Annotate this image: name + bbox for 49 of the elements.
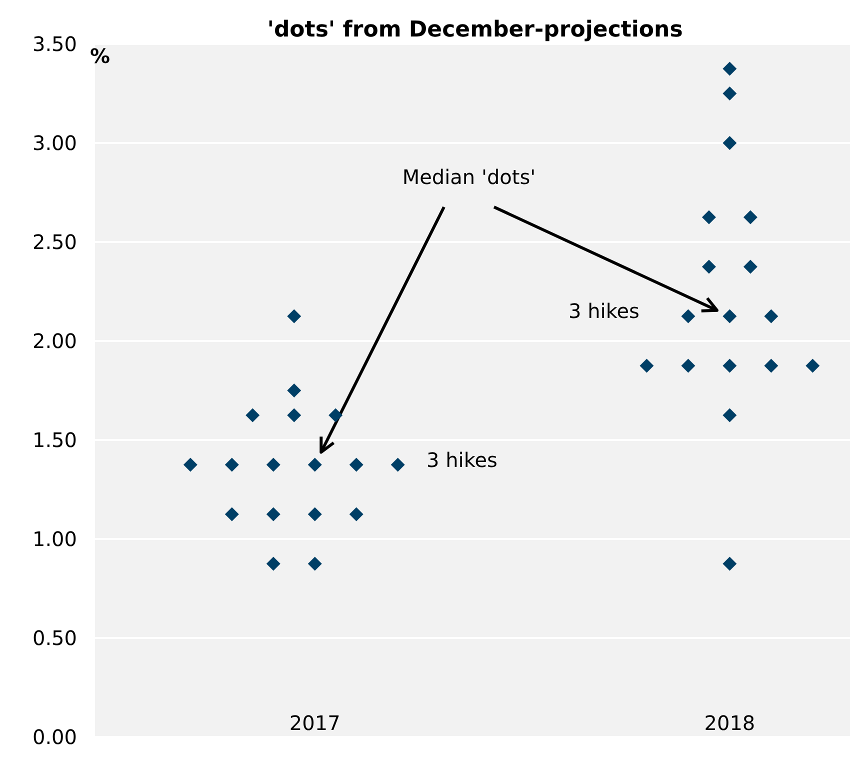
point <box>266 556 280 571</box>
point <box>266 507 280 522</box>
y-tick-label: 2.00 <box>32 329 77 353</box>
point <box>743 260 758 274</box>
point <box>308 507 322 522</box>
point <box>390 458 405 472</box>
point <box>722 309 737 324</box>
chart-title: 'dots' from December-projections <box>267 18 683 42</box>
y-tick-label: 1.00 <box>32 527 77 551</box>
point <box>681 358 696 373</box>
point <box>764 309 778 324</box>
annotation: Median 'dots' <box>402 165 536 189</box>
point <box>328 408 343 422</box>
point <box>722 136 737 150</box>
point <box>722 358 737 373</box>
point <box>722 408 737 422</box>
point <box>287 309 302 324</box>
point <box>287 408 302 422</box>
y-tick-label: 3.50 <box>32 32 77 56</box>
y-tick-label: 0.50 <box>32 626 77 650</box>
point <box>308 556 322 571</box>
point <box>266 458 280 472</box>
y-tick-label: 2.50 <box>32 230 77 254</box>
point <box>640 358 654 373</box>
point <box>287 384 302 398</box>
y-tick-label: 1.50 <box>32 428 77 452</box>
point <box>308 458 322 472</box>
y-tick-label: 3.00 <box>32 131 77 155</box>
x-tick-label: 2018 <box>704 711 756 735</box>
point <box>764 358 778 373</box>
point <box>224 458 239 472</box>
point <box>743 210 758 224</box>
x-tick-label: 2017 <box>289 711 340 735</box>
point <box>722 62 737 76</box>
annotation: 3 hikes <box>426 448 498 472</box>
point <box>702 260 716 274</box>
point <box>681 309 696 324</box>
point <box>722 86 737 100</box>
point <box>349 458 364 472</box>
point <box>722 556 737 571</box>
point <box>224 507 239 522</box>
y-axis-title: % <box>90 44 110 68</box>
point <box>183 458 198 472</box>
point <box>349 507 364 522</box>
point <box>246 408 260 422</box>
annotation: 3 hikes <box>568 299 640 323</box>
point <box>702 210 716 224</box>
y-tick-label: 0.00 <box>32 725 77 749</box>
point <box>806 358 820 373</box>
